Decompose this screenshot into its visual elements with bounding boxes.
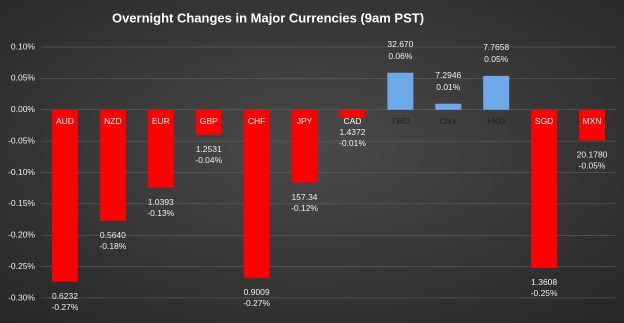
y-tick-label: 0.10% <box>11 41 36 51</box>
category-label: EUR <box>152 116 170 126</box>
rate-label: 0.6232 <box>52 291 78 301</box>
category-label: JPY <box>297 116 313 126</box>
chart-title: Overnight Changes in Major Currencies (9… <box>112 10 424 25</box>
category-label: AUD <box>56 116 74 126</box>
y-tick-label: -0.10% <box>8 167 35 177</box>
y-tick-label: -0.05% <box>8 135 35 145</box>
value-label: -0.13% <box>147 208 174 218</box>
category-label: HKD <box>487 116 505 126</box>
category-label: TWD <box>391 116 410 126</box>
bar <box>51 109 78 282</box>
value-label: -0.01% <box>339 138 366 148</box>
category-label: CNY <box>439 116 457 126</box>
y-tick-label: -0.20% <box>8 230 35 240</box>
rate-label: 7.2946 <box>435 70 461 80</box>
y-tick-label: -0.15% <box>8 198 35 208</box>
rate-label: 32.670 <box>387 39 413 49</box>
y-tick-label: -0.25% <box>8 261 35 271</box>
value-label: -0.04% <box>195 155 222 165</box>
rate-label: 7.7658 <box>483 42 509 52</box>
rate-label: 20.1780 <box>577 150 608 160</box>
value-label: -0.05% <box>579 161 606 171</box>
value-label: 0.06% <box>388 51 413 61</box>
bar <box>483 75 510 110</box>
value-label: 0.05% <box>484 54 509 64</box>
bar <box>291 109 318 183</box>
rate-label: 0.5640 <box>100 230 126 240</box>
value-label: -0.27% <box>243 298 270 308</box>
rate-label: 1.0393 <box>148 197 174 207</box>
bar <box>147 109 174 188</box>
y-tick-label: 0.05% <box>11 73 36 83</box>
bar <box>195 109 222 135</box>
value-label: -0.12% <box>291 203 318 213</box>
rate-label: 157.34 <box>292 192 318 202</box>
value-label: -0.25% <box>531 288 558 298</box>
value-label: -0.18% <box>99 241 126 251</box>
y-tick-label: 0.00% <box>11 104 36 114</box>
bar <box>387 72 414 110</box>
bar <box>579 109 606 141</box>
bar <box>243 109 270 278</box>
category-label: CAD <box>343 116 361 126</box>
bar <box>99 109 126 221</box>
category-label: CHF <box>248 116 265 126</box>
rate-label: 0.9009 <box>244 287 270 297</box>
category-label: NZD <box>104 116 121 126</box>
bar <box>531 109 558 268</box>
rate-label: 1.2531 <box>196 144 222 154</box>
value-label: -0.27% <box>51 302 78 312</box>
category-label: SGD <box>535 116 553 126</box>
bar <box>339 109 366 118</box>
rate-label: 1.4372 <box>339 127 365 137</box>
category-label: MXN <box>583 116 602 126</box>
value-label: 0.01% <box>436 82 461 92</box>
bar <box>435 103 462 110</box>
rate-label: 1.3608 <box>531 277 557 287</box>
y-tick-label: -0.30% <box>8 292 35 302</box>
category-label: GBP <box>200 116 218 126</box>
